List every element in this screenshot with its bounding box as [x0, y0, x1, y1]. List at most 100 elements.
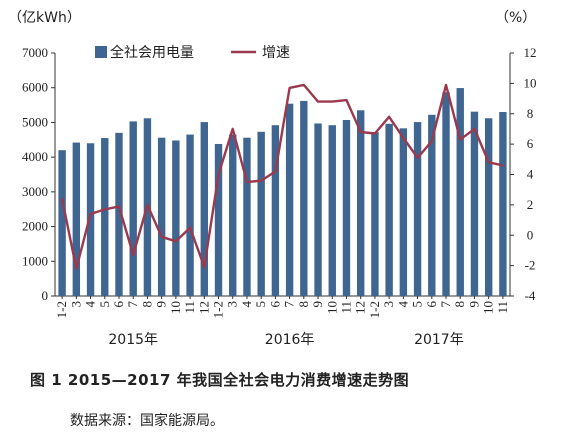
growth-point [487, 161, 490, 164]
growth-point [75, 267, 78, 270]
x-tick-label: 10 [168, 301, 183, 314]
right-tick-label: 2 [527, 197, 534, 212]
bar [186, 134, 194, 296]
bar [229, 134, 237, 296]
growth-point [459, 138, 462, 141]
x-tick-label: 7 [438, 301, 453, 308]
figure-caption: 图 1 2015—2017 年我国全社会电力消费增速走势图 [30, 371, 410, 389]
right-tick-label: 8 [527, 106, 534, 121]
x-tick-label: 11 [338, 301, 353, 314]
bar [243, 137, 251, 296]
growth-point [203, 266, 206, 268]
left-unit-label: （亿kWh） [8, 10, 81, 26]
right-unit-label: （%） [495, 10, 536, 26]
bar [499, 112, 507, 296]
growth-point [445, 84, 447, 86]
right-tick-label: 0 [527, 227, 534, 242]
legend-label-bar: 全社会用电量 [110, 44, 194, 61]
growth-point [288, 87, 291, 89]
bar [72, 142, 81, 296]
left-tick-label: 6000 [22, 80, 48, 95]
bars [58, 88, 507, 297]
legend-label-line: 增速 [262, 45, 290, 61]
year-label: 2017年 [414, 332, 464, 348]
x-tick-label: 8 [452, 301, 467, 308]
growth-point [231, 128, 234, 130]
x-tick-label: 4 [239, 301, 254, 308]
right-tick-label: 10 [524, 75, 537, 90]
x-tick-label: 9 [154, 301, 169, 308]
legend-swatch-bar [95, 46, 107, 58]
bar [200, 122, 208, 297]
x-tick-label: 8 [139, 301, 154, 308]
x-tick-label: 4 [83, 301, 98, 308]
growth-point [89, 213, 92, 215]
x-tick-label: 10 [481, 301, 496, 314]
x-tick-label: 5 [97, 301, 112, 308]
bar [86, 143, 95, 296]
bar [484, 118, 493, 297]
growth-point [374, 132, 376, 135]
chart: 0 1000 2000 3000 4000 5000 6000 7000 -4 -2 0 2 4 6 8 10… [8, 10, 537, 348]
year-label: 2015年 [108, 332, 158, 348]
bar [371, 132, 379, 296]
growth-point [175, 240, 177, 243]
growth-point [388, 115, 390, 118]
bar [285, 103, 294, 296]
bar [328, 125, 336, 296]
bar [413, 122, 422, 297]
growth-point [303, 84, 305, 86]
growth-point [502, 164, 504, 167]
bar [271, 125, 280, 296]
x-tick-label: 1-2 [211, 301, 226, 318]
bar [385, 123, 393, 297]
growth-point [189, 226, 191, 229]
bar [442, 92, 450, 296]
bar [101, 138, 109, 296]
bar [300, 100, 308, 296]
left-tick-label: 3000 [22, 184, 48, 199]
x-tick-label: 10 [324, 301, 339, 314]
data-source: 数据来源：国家能源局。 [70, 413, 224, 429]
growth-point [402, 137, 405, 139]
right-tick-label: -4 [525, 288, 536, 303]
growth-point [217, 173, 220, 176]
bar [314, 123, 322, 296]
x-tick-label: 6 [424, 301, 439, 308]
right-tick-label: 6 [527, 136, 534, 151]
left-tick-label: 1000 [22, 253, 48, 268]
x-tick-label: 1-2 [54, 301, 69, 318]
x-tick-label: 9 [310, 301, 325, 308]
x-tick-label: 12 [196, 301, 211, 314]
growth-point [146, 204, 149, 206]
x-tick-label: 1-2 [367, 301, 382, 318]
left-tick-label: 5000 [22, 114, 48, 129]
right-tick-label: 4 [527, 167, 534, 182]
left-tick-label: 7000 [22, 45, 48, 60]
x-tick-label: 11 [495, 301, 510, 314]
growth-point [359, 131, 362, 133]
growth-point [61, 198, 63, 200]
x-tick-label: 5 [253, 301, 268, 308]
bar [342, 119, 351, 297]
growth-point [132, 254, 135, 256]
x-tick-label: 11 [182, 301, 197, 314]
growth-point [103, 208, 106, 211]
bar [357, 110, 365, 297]
growth-point [246, 181, 248, 183]
x-tick-label: 7 [282, 301, 297, 308]
right-tick-label: -2 [525, 258, 536, 273]
bar [157, 137, 166, 296]
year-label: 2016年 [265, 332, 315, 348]
x-tick-label: 12 [353, 301, 368, 314]
growth-point [274, 170, 277, 173]
growth-point [430, 140, 433, 142]
bar [470, 111, 479, 296]
legend: 全社会用电量 增速 [95, 44, 290, 61]
left-tick-label: 0 [42, 288, 49, 303]
x-tick-label: 6 [111, 301, 126, 308]
growth-point [118, 205, 120, 208]
x-tick-label: 4 [395, 301, 410, 308]
x-tick-label: 9 [466, 301, 481, 308]
x-tick-label: 3 [225, 301, 240, 308]
